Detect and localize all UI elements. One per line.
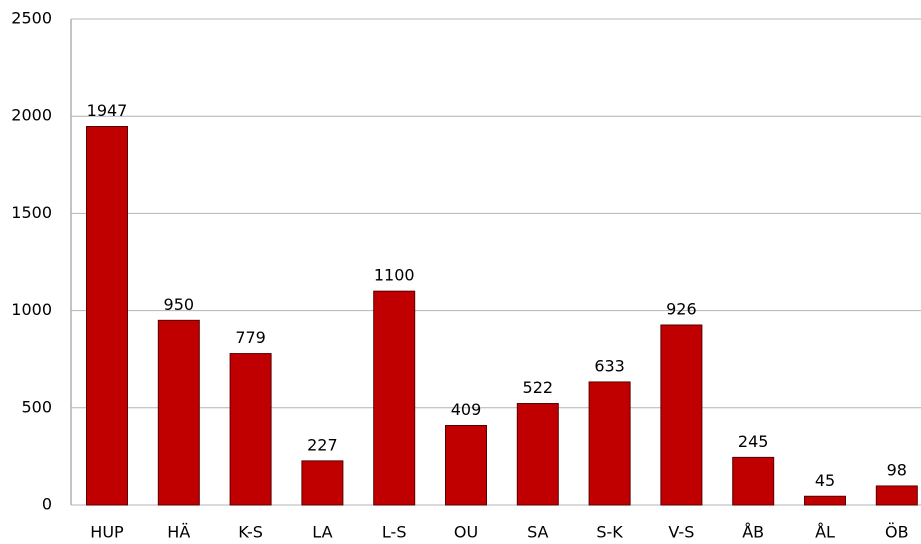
value-label: 950: [164, 295, 195, 314]
y-tick-label: 2500: [11, 9, 52, 28]
x-tick-label: V-S: [668, 523, 694, 542]
y-tick-label: 0: [42, 495, 52, 514]
bar: [804, 495, 846, 506]
x-tick-label: S-K: [596, 523, 623, 542]
value-label: 522: [523, 378, 554, 397]
bar: [516, 403, 559, 506]
y-tick-label: 1000: [11, 300, 52, 319]
value-label: 45: [815, 471, 835, 490]
x-tick-label: ÖB: [885, 523, 909, 542]
bar: [157, 319, 200, 506]
x-tick-label: K-S: [238, 523, 263, 542]
value-label: 227: [307, 435, 338, 454]
y-tick-label: 1500: [11, 203, 52, 222]
x-tick-label: HUP: [90, 523, 124, 542]
bar: [301, 460, 344, 506]
x-tick-label: OU: [454, 523, 478, 542]
bar: [445, 424, 487, 506]
bar: [875, 485, 918, 506]
value-label: 926: [666, 299, 697, 318]
x-tick-label: SA: [527, 523, 548, 542]
value-label: 245: [738, 432, 769, 451]
bar: [86, 126, 128, 506]
value-label: 409: [451, 400, 482, 419]
value-label: 633: [594, 356, 625, 375]
value-label: 1100: [374, 266, 415, 285]
bar: [229, 353, 272, 506]
x-tick-label: ÅL: [815, 523, 835, 542]
value-label: 779: [235, 328, 266, 347]
x-tick-label: ÅB: [742, 523, 764, 542]
x-tick-label: HÄ: [167, 523, 190, 542]
y-tick-label: 500: [21, 397, 52, 416]
value-label: 98: [887, 460, 907, 479]
x-tick-label: L-S: [382, 523, 407, 542]
x-tick-label: LA: [312, 523, 332, 542]
bar: [660, 324, 703, 506]
bar: [732, 456, 775, 506]
value-label: 1947: [87, 101, 128, 120]
bar: [373, 290, 416, 506]
bar: [588, 381, 631, 506]
y-tick-label: 2000: [11, 106, 52, 125]
